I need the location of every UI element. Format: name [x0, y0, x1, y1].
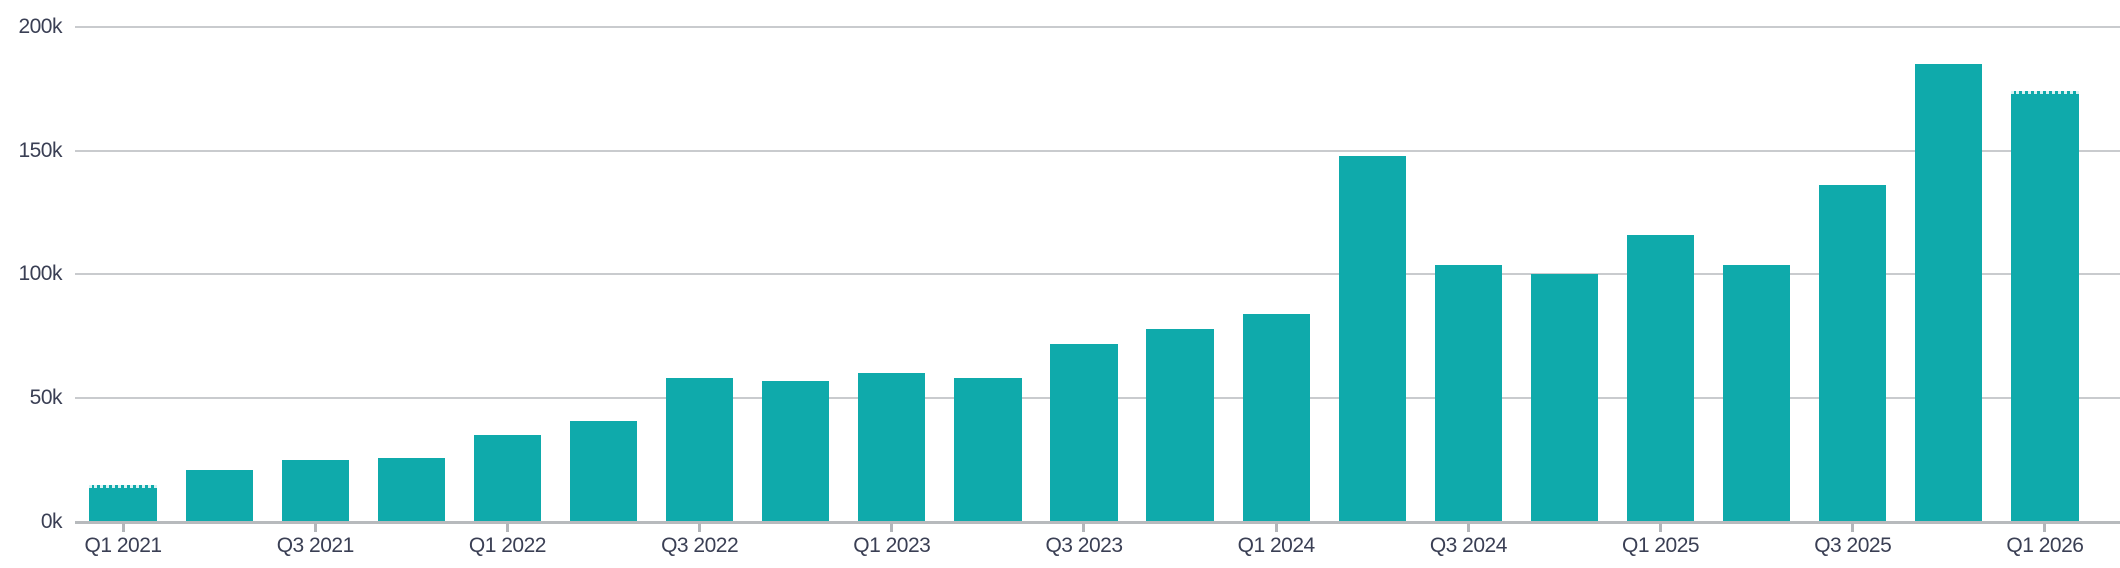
x-axis-tick — [121, 523, 125, 532]
x-axis-label: Q3 2023 — [1045, 534, 1123, 557]
x-axis-slot — [171, 523, 267, 568]
x-axis-label: Q1 2025 — [1622, 534, 1700, 557]
bar-slot — [555, 27, 651, 522]
bar-q1-2021[interactable] — [89, 485, 157, 522]
bar-slot — [75, 27, 171, 522]
x-axis-slot — [748, 523, 844, 568]
x-axis-slot — [940, 523, 1036, 568]
bar-q2-2021[interactable] — [185, 470, 253, 522]
gridline — [75, 273, 2120, 276]
x-axis-slot — [363, 523, 459, 568]
x-axis-slot: Q3 2025 — [1805, 523, 1901, 568]
bar-slot — [171, 27, 267, 522]
x-axis-slot: Q1 2026 — [1997, 523, 2093, 568]
y-axis-label: 100k — [18, 262, 62, 286]
bar-slot — [1420, 27, 1516, 522]
bar-slot — [1805, 27, 1901, 522]
bar-q1-2024[interactable] — [1242, 314, 1310, 522]
x-axis-tick — [698, 523, 702, 532]
x-axis-slot — [1132, 523, 1228, 568]
bar-q1-2022[interactable] — [473, 435, 542, 522]
x-axis-slot: Q1 2022 — [459, 523, 555, 568]
bar-q4-2022[interactable] — [762, 381, 830, 522]
x-axis-tick — [1851, 523, 1855, 532]
x-axis-slot: Q3 2023 — [1036, 523, 1132, 568]
x-axis-label: Q3 2025 — [1814, 534, 1892, 557]
y-axis-label: 200k — [18, 15, 62, 38]
x-axis: Q1 2021 Q3 2021 Q1 2022 Q3 2022 Q1 2023 Q3 20… — [75, 523, 2093, 568]
x-axis-tick — [2043, 523, 2047, 532]
x-axis-label: Q3 2022 — [661, 534, 739, 557]
x-axis-slot — [1901, 523, 1997, 568]
bar-slot — [1036, 27, 1132, 522]
bar-q1-2026[interactable] — [2011, 91, 2079, 522]
bar-q1-2025[interactable] — [1626, 235, 1695, 522]
bar-q3-2025[interactable] — [1819, 185, 1887, 522]
bar-slot — [1901, 27, 1997, 522]
x-axis-label: Q1 2022 — [468, 534, 547, 557]
plot-area — [75, 26, 2120, 524]
x-axis-tick — [890, 523, 894, 532]
bar-q1-2023[interactable] — [858, 373, 926, 522]
bar-slot — [1709, 27, 1805, 522]
x-axis-tick — [505, 523, 509, 532]
x-axis-line — [75, 521, 2120, 524]
x-axis-slot: Q3 2024 — [1420, 523, 1516, 568]
x-axis-tick — [1274, 523, 1278, 532]
x-axis-label: Q1 2021 — [84, 534, 163, 557]
bar-q3-2022[interactable] — [665, 378, 734, 522]
x-axis-slot — [1516, 523, 1612, 568]
x-axis-label: Q1 2023 — [853, 534, 931, 557]
bar-slot — [652, 27, 748, 522]
x-axis-slot: Q3 2021 — [267, 523, 363, 568]
bar-slot — [363, 27, 459, 522]
bar-q3-2024[interactable] — [1434, 265, 1502, 522]
bar-slot — [1516, 27, 1612, 522]
y-axis-label: 0k — [40, 509, 63, 533]
bar-q3-2021[interactable] — [281, 460, 349, 522]
x-axis-label: Q1 2026 — [2006, 534, 2084, 557]
x-axis-label: Q1 2024 — [1237, 534, 1316, 557]
bars-layer — [75, 27, 2093, 522]
x-axis-tick — [1082, 523, 1086, 532]
x-axis-slot — [1709, 523, 1805, 568]
bar-slot — [748, 27, 844, 522]
bar-slot — [940, 27, 1036, 522]
x-axis-slot — [1324, 523, 1420, 568]
bar-q4-2021[interactable] — [377, 458, 445, 522]
x-axis-tick — [313, 523, 317, 532]
bar-q2-2024[interactable] — [1338, 156, 1406, 522]
x-axis-label: Q3 2021 — [276, 534, 355, 557]
x-axis-slot: Q1 2024 — [1228, 523, 1324, 568]
y-axis: 200k 150k 100k 50k 0k — [0, 0, 62, 568]
x-axis-tick — [1659, 523, 1663, 532]
gridline — [75, 26, 2120, 28]
bar-slot — [1324, 27, 1420, 522]
bar-q2-2022[interactable] — [569, 421, 638, 522]
bar-slot — [1228, 27, 1324, 522]
bar-q2-2023[interactable] — [954, 378, 1022, 522]
bar-q4-2024[interactable] — [1530, 274, 1599, 522]
x-axis-slot — [555, 523, 651, 568]
bar-slot — [844, 27, 940, 522]
bar-slot — [1997, 27, 2093, 522]
bar-slot — [267, 27, 363, 522]
y-axis-label: 150k — [18, 138, 62, 162]
x-axis-tick — [1466, 523, 1470, 532]
x-axis-label: Q3 2024 — [1429, 534, 1508, 557]
x-axis-slot: Q1 2023 — [844, 523, 940, 568]
x-axis-slot: Q1 2025 — [1613, 523, 1709, 568]
y-axis-label: 50k — [29, 386, 63, 410]
bar-slot — [459, 27, 555, 522]
bar-slot — [1613, 27, 1709, 522]
bar-q4-2025[interactable] — [1915, 64, 1983, 522]
bar-q2-2025[interactable] — [1723, 265, 1791, 522]
x-axis-slot: Q1 2021 — [75, 523, 171, 568]
bar-q3-2023[interactable] — [1050, 344, 1118, 522]
x-axis-slot: Q3 2022 — [652, 523, 748, 568]
bar-slot — [1132, 27, 1228, 522]
bar-q4-2023[interactable] — [1146, 329, 1214, 522]
gridline — [75, 149, 2120, 152]
